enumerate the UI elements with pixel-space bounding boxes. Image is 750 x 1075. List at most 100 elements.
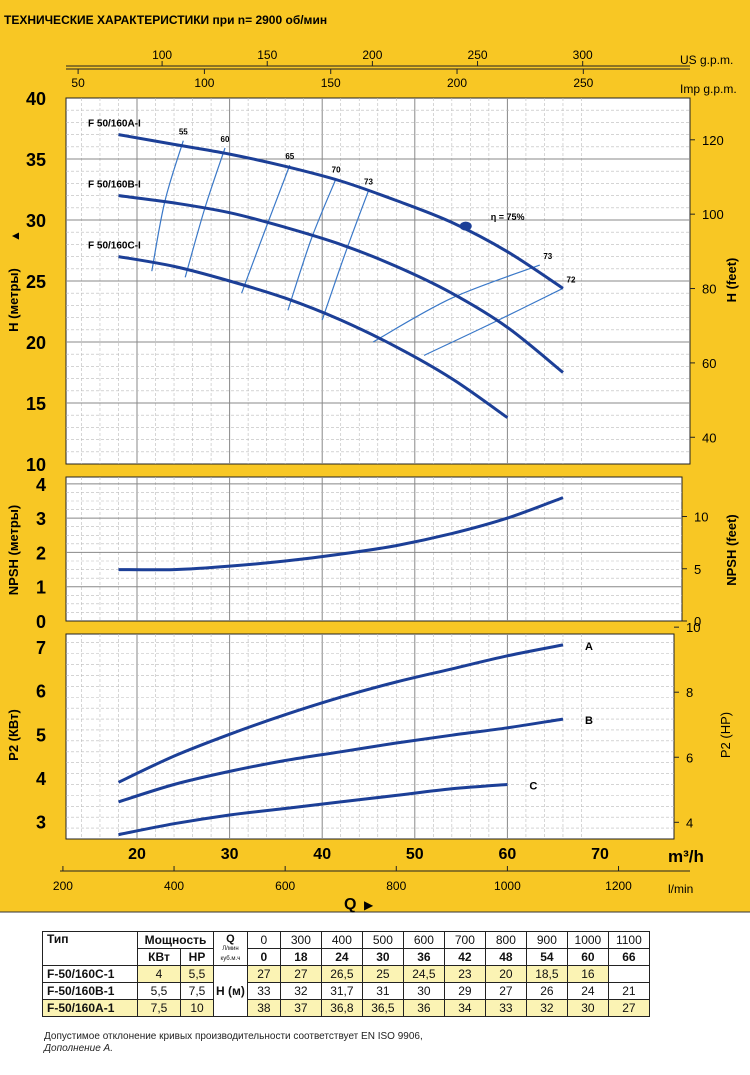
lmin-tick-label: 200 [53, 879, 73, 893]
efficiency-line [423, 287, 564, 356]
lmin-tick-label: 400 [164, 879, 184, 893]
lmin-cell: 0 [246, 931, 281, 949]
h-cell: 16 [566, 965, 609, 983]
npsh-y2-label: NPSH (feet) [724, 514, 739, 586]
h-cell: 20 [484, 965, 527, 983]
m3h-cell: 54 [525, 948, 568, 966]
head-y-ticks: 10 15 20 25 30 35 40 [26, 89, 46, 475]
y-tick-label: 5 [36, 725, 46, 745]
h-cell: 31,7 [320, 982, 363, 1000]
h-cell: 29 [443, 982, 486, 1000]
lmin-cell: 700 [443, 931, 486, 949]
lmin-tick-label: 1000 [494, 879, 521, 893]
bep-label: η = 75% [491, 212, 525, 222]
h-cell: 24 [566, 982, 609, 1000]
h-cell: 21 [607, 982, 650, 1000]
y-tick-label: 7 [36, 638, 46, 658]
footnote-line-2: Дополнение А. [44, 1043, 114, 1054]
power-plot-area [65, 633, 675, 840]
y2-tick-label: 10 [686, 620, 700, 635]
h-cell: 32 [279, 982, 322, 1000]
col-hp-header: HP [180, 948, 214, 966]
h-cell: 34 [443, 999, 486, 1017]
top-axis-us: 100 150 200 250 300 US g.p.m. [66, 48, 733, 67]
h-cell: 26,5 [320, 965, 363, 983]
efficiency-label: 65 [285, 152, 294, 161]
imp-axis-label: Imp g.p.m. [680, 82, 737, 96]
m3h-tick-label: 20 [128, 846, 146, 863]
npsh-panel: 0 1 2 3 4 0 5 10 NPSH (метры) NPSH (feet) [6, 475, 739, 632]
m3h-cell: 36 [402, 948, 445, 966]
lmin-cell: 1000 [566, 931, 609, 949]
m3h-cell: 18 [279, 948, 322, 966]
q-symbol: Q [226, 932, 235, 945]
power-y2-label: P2 (HP) [718, 712, 733, 758]
power-y-label: P2 (КВт) [6, 709, 21, 761]
efficiency-label: 55 [179, 128, 188, 137]
head-y2-label: H (feet) [724, 258, 739, 303]
bottom-axis-lmin: 200 400 600 800 1000 1200 l/min [53, 866, 693, 896]
power-grid [66, 634, 674, 839]
row-hp: 10 [180, 999, 214, 1017]
us-tick-label: 100 [152, 48, 172, 62]
lmin-cell: 600 [402, 931, 445, 949]
lmin-cell: 500 [361, 931, 404, 949]
lmin-ticks: 200 400 600 800 1000 1200 [53, 866, 632, 893]
m3h-tick-label: 50 [406, 846, 424, 863]
y-tick-label: 30 [26, 211, 46, 231]
imp-tick-label: 200 [447, 76, 467, 90]
m3h-cell: 42 [443, 948, 486, 966]
y-tick-label: 40 [26, 89, 46, 109]
power-panel: 3 4 5 6 7 4 6 8 10 A B C P2 (КВт) P2 (HP) [6, 620, 733, 840]
y-tick-label: 25 [26, 272, 46, 292]
h-cell: 25 [361, 965, 404, 983]
npsh-grid [66, 477, 682, 621]
efficiency-label: 73 [543, 252, 552, 261]
us-ticks: 100 150 200 250 300 [152, 48, 593, 66]
h-cell: 36 [402, 999, 445, 1017]
col-power-header: Мощность [137, 931, 214, 949]
power-y-ticks: 3 4 5 6 7 [36, 638, 46, 832]
h-cell: 23 [443, 965, 486, 983]
row-hp: 5,5 [180, 965, 214, 983]
us-tick-label: 150 [257, 48, 277, 62]
efficiency-label: 73 [364, 178, 373, 187]
spec-table: Тип Мощность Q Л/мин куб.м.ч 0 300 400 5… [42, 931, 650, 1017]
lmin-cell: 300 [279, 931, 322, 949]
q-unit-m3h: куб.м.ч [220, 955, 241, 962]
h-cell: 32 [525, 999, 568, 1017]
h-cell: 27 [279, 965, 322, 983]
lmin-cell: 1100 [607, 931, 650, 949]
h-cell: 33 [484, 999, 527, 1017]
head-y2-ticks: 40 60 80 100 120 [690, 133, 724, 445]
y-tick-label: 10 [26, 455, 46, 475]
col-kw-header: КВт [137, 948, 181, 966]
efficiency-label: 72 [567, 275, 576, 284]
bottom-axis-m3h: 20 30 40 50 60 70 m³/h [128, 846, 704, 866]
series-line [118, 255, 509, 419]
m3h-ticks: 20 30 40 50 60 70 [128, 846, 609, 863]
m3h-tick-label: 60 [499, 846, 517, 863]
head-y-label: H (метры) [6, 268, 21, 332]
h-cell: 27 [484, 982, 527, 1000]
y-tick-label: 4 [36, 769, 46, 789]
y-tick-label: 20 [26, 333, 46, 353]
h-cell: 18,5 [525, 965, 568, 983]
series-line [118, 783, 508, 837]
y2-tick-label: 8 [686, 685, 693, 700]
m3h-cell: 66 [607, 948, 650, 966]
lmin-cell: 400 [320, 931, 363, 949]
y2-tick-label: 40 [702, 430, 716, 445]
series-line [118, 496, 564, 572]
performance-chart: ТЕХНИЧЕСКИЕ ХАРАКТЕРИСТИКИ при n= 2900 о… [0, 0, 750, 913]
series-line [118, 133, 564, 290]
efficiency-lines: 55 60 65 70 73 73 72 [151, 128, 576, 356]
h-cell: 24,5 [402, 965, 445, 983]
y2-tick-label: 100 [702, 207, 724, 222]
efficiency-line [321, 190, 370, 321]
us-tick-label: 250 [468, 48, 488, 62]
table-row: F-50/160A-1 7,5 10 38 37 36,8 36,5 36 34… [42, 999, 650, 1017]
power-y2-ticks: 4 6 8 10 [674, 620, 700, 830]
h-cell: 30 [402, 982, 445, 1000]
q-unit-lmin: Л/мин [222, 945, 239, 952]
